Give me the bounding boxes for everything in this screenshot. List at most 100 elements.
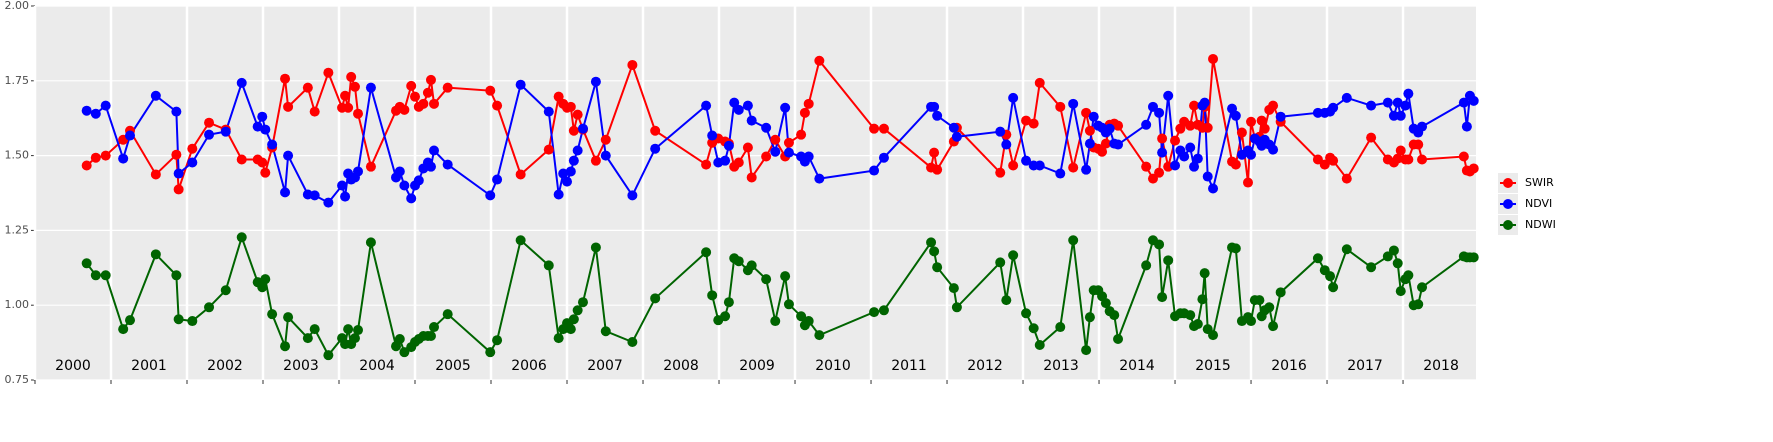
data-point	[365, 237, 376, 248]
data-point	[590, 76, 601, 87]
year-label: 2007	[587, 358, 623, 374]
data-point	[543, 260, 554, 271]
data-point	[1084, 138, 1095, 149]
data-point	[1230, 110, 1241, 121]
data-point	[701, 159, 712, 170]
data-point	[1312, 107, 1323, 118]
data-point	[565, 324, 576, 335]
year-label: 2012	[967, 358, 1003, 374]
data-point	[568, 314, 579, 325]
data-point	[1028, 323, 1039, 334]
data-point	[280, 73, 291, 84]
data-point	[572, 109, 583, 120]
data-point	[553, 91, 564, 102]
data-point	[1154, 167, 1165, 178]
data-point	[761, 274, 772, 285]
data-point	[701, 247, 712, 258]
data-point	[309, 106, 320, 117]
data-point	[951, 131, 962, 142]
data-point	[125, 130, 136, 141]
data-point	[814, 173, 825, 184]
data-point	[761, 151, 772, 162]
data-point	[406, 80, 417, 91]
data-point	[349, 81, 360, 92]
data-point	[353, 166, 364, 177]
data-point	[814, 55, 825, 66]
data-point	[558, 168, 569, 179]
data-point	[1202, 122, 1213, 133]
data-point	[171, 149, 182, 160]
year-label: 2015	[1195, 358, 1231, 374]
data-point	[1021, 155, 1032, 166]
data-point	[1154, 239, 1165, 250]
data-point	[1170, 135, 1181, 146]
data-point	[1382, 97, 1393, 108]
data-point	[173, 168, 184, 179]
data-point	[1034, 339, 1045, 350]
data-point	[118, 324, 129, 335]
data-point	[323, 197, 334, 208]
data-point	[267, 309, 278, 320]
data-point	[1403, 270, 1414, 281]
data-point	[492, 174, 503, 185]
data-point	[1388, 110, 1399, 121]
data-point	[81, 105, 92, 116]
data-point	[81, 258, 92, 269]
data-point	[220, 126, 231, 137]
data-point	[995, 126, 1006, 137]
data-point	[425, 74, 436, 85]
data-point	[1208, 183, 1219, 194]
data-point	[1461, 121, 1472, 132]
y-tick-label: 1.50	[5, 149, 30, 162]
data-point	[600, 134, 611, 145]
data-point	[1417, 121, 1428, 132]
data-point	[1021, 115, 1032, 126]
data-point	[1392, 153, 1403, 164]
data-point	[803, 151, 814, 162]
data-point	[1113, 334, 1124, 345]
data-point	[323, 67, 334, 78]
data-point	[1088, 111, 1099, 122]
data-point	[1068, 162, 1079, 173]
data-point	[948, 122, 959, 133]
data-point	[926, 237, 937, 248]
data-point	[81, 160, 92, 171]
data-point	[1157, 133, 1168, 144]
data-point	[1179, 151, 1190, 162]
data-point	[442, 82, 453, 93]
data-point	[1268, 144, 1279, 155]
data-point	[770, 146, 781, 157]
data-point	[267, 139, 278, 150]
data-point	[1325, 271, 1336, 282]
data-point	[204, 117, 215, 128]
data-point	[515, 169, 526, 180]
data-point	[1021, 308, 1032, 319]
data-point	[150, 169, 161, 180]
data-point	[1395, 145, 1406, 156]
data-point	[562, 176, 573, 187]
data-point	[590, 155, 601, 166]
data-point	[733, 104, 744, 115]
data-point	[1163, 255, 1174, 266]
data-point	[1104, 123, 1115, 134]
data-point	[780, 102, 791, 113]
data-point	[932, 164, 943, 175]
data-point	[701, 100, 712, 111]
y-tick-label: 2.00	[5, 0, 30, 12]
data-point	[1068, 98, 1079, 109]
data-point	[1328, 102, 1339, 113]
data-point	[1034, 77, 1045, 88]
data-point	[187, 143, 198, 154]
data-point	[1403, 154, 1414, 165]
year-label: 2008	[663, 358, 699, 374]
data-point	[1366, 100, 1377, 111]
data-point	[1068, 235, 1079, 246]
year-label: 2006	[511, 358, 547, 374]
data-point	[565, 101, 576, 112]
data-point	[803, 316, 814, 327]
data-point	[429, 322, 440, 333]
data-point	[1081, 107, 1092, 118]
data-point	[1081, 345, 1092, 356]
data-point	[323, 350, 334, 361]
data-point	[346, 71, 357, 82]
